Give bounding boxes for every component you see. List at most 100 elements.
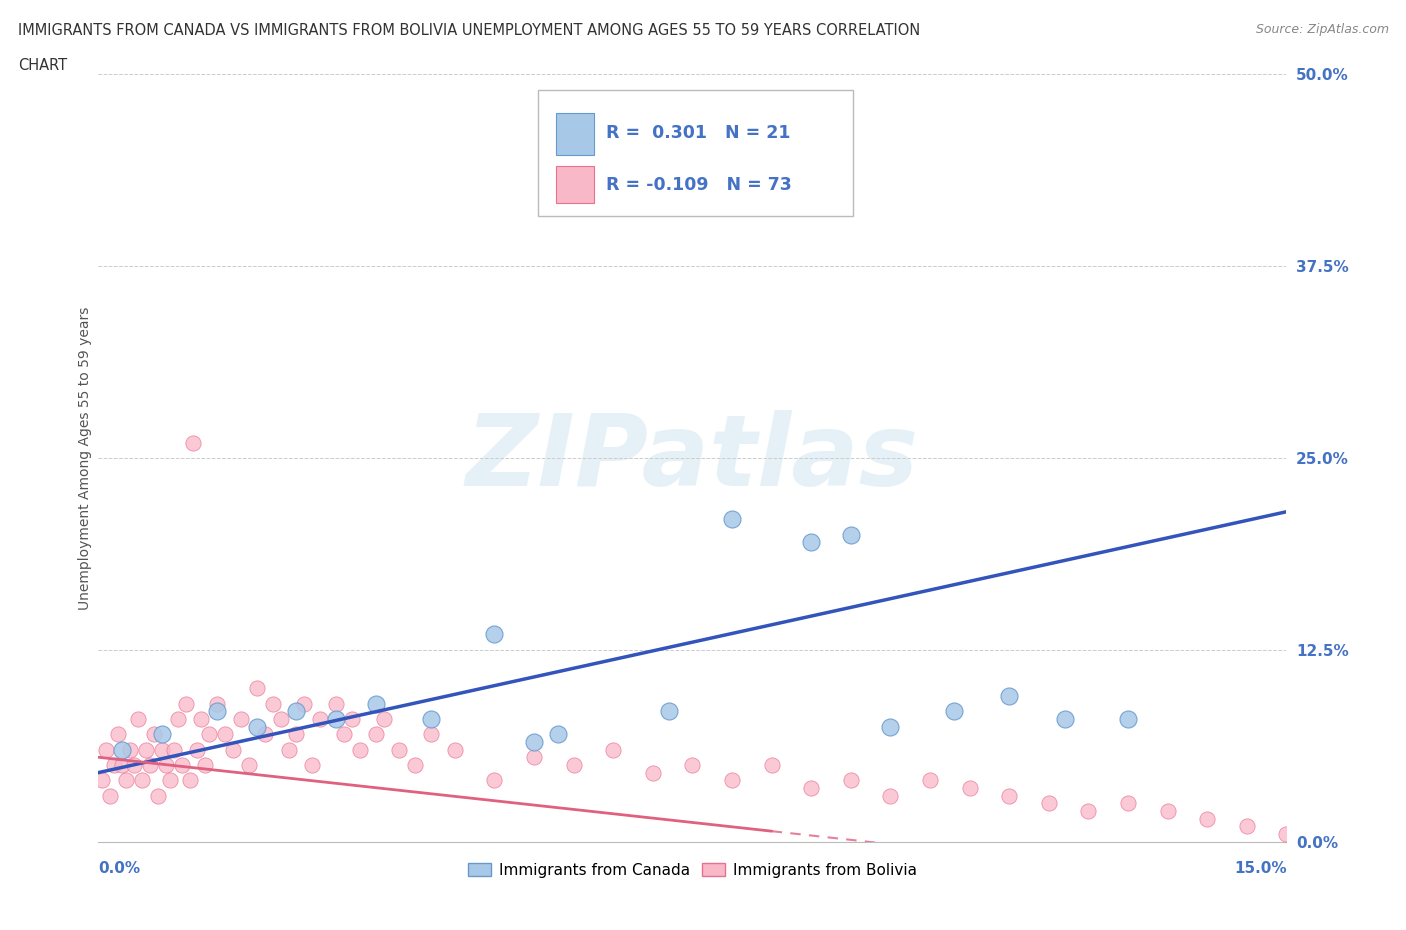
Point: [131, 773, 153, 788]
Point: [602, 190, 624, 205]
Text: R =  0.301   N = 21: R = 0.301 N = 21: [606, 125, 790, 142]
Point: [150, 742, 173, 757]
Point: [364, 727, 387, 742]
Point: [721, 512, 744, 526]
Point: [721, 773, 744, 788]
Point: [170, 757, 193, 772]
Point: [179, 773, 201, 788]
Point: [277, 742, 299, 757]
Point: [246, 719, 269, 734]
Point: [349, 742, 371, 757]
Point: [91, 773, 114, 788]
Point: [186, 742, 208, 757]
Point: [998, 688, 1021, 703]
Point: [146, 789, 169, 804]
Point: [107, 727, 129, 742]
Point: [214, 727, 236, 742]
Point: [1156, 804, 1178, 818]
Point: [103, 757, 125, 772]
Y-axis label: Unemployment Among Ages 55 to 59 years: Unemployment Among Ages 55 to 59 years: [77, 306, 91, 610]
Point: [111, 742, 134, 757]
Text: 0.0%: 0.0%: [98, 861, 141, 876]
Point: [800, 780, 823, 795]
Point: [96, 742, 118, 757]
Point: [98, 789, 121, 804]
Point: [301, 757, 323, 772]
Point: [800, 535, 823, 550]
Point: [325, 696, 347, 711]
Point: [120, 742, 142, 757]
Point: [155, 757, 177, 772]
Point: [207, 704, 229, 719]
Point: [761, 757, 783, 772]
Point: [523, 750, 546, 764]
Point: [163, 742, 186, 757]
Point: [1275, 827, 1298, 842]
Point: [839, 773, 862, 788]
Point: [1053, 711, 1076, 726]
Point: [246, 681, 269, 696]
Point: [879, 719, 901, 734]
Bar: [555, 166, 593, 204]
Point: [523, 735, 546, 750]
Point: [253, 727, 276, 742]
Point: [602, 742, 624, 757]
Point: [484, 627, 506, 642]
Point: [484, 773, 506, 788]
Point: [142, 727, 165, 742]
Point: [150, 727, 173, 742]
Point: [229, 711, 252, 726]
Text: Source: ZipAtlas.com: Source: ZipAtlas.com: [1256, 23, 1389, 36]
Text: CHART: CHART: [18, 58, 67, 73]
Point: [115, 773, 138, 788]
Point: [1236, 819, 1258, 834]
Point: [1077, 804, 1099, 818]
Point: [942, 704, 965, 719]
Point: [547, 727, 569, 742]
Point: [1197, 811, 1219, 826]
Point: [190, 711, 212, 726]
Point: [404, 757, 426, 772]
Point: [364, 696, 387, 711]
Point: [309, 711, 332, 726]
Bar: [555, 113, 593, 155]
Point: [1116, 711, 1139, 726]
Point: [959, 780, 981, 795]
Text: R = -0.109   N = 73: R = -0.109 N = 73: [606, 176, 792, 193]
Text: 15.0%: 15.0%: [1234, 861, 1286, 876]
Point: [166, 711, 188, 726]
Point: [292, 696, 315, 711]
Point: [270, 711, 292, 726]
Point: [641, 765, 664, 780]
Point: [388, 742, 411, 757]
Point: [420, 727, 443, 742]
Point: [238, 757, 260, 772]
Point: [207, 696, 229, 711]
Point: [1116, 796, 1139, 811]
Point: [920, 773, 942, 788]
Legend: Immigrants from Canada, Immigrants from Bolivia: Immigrants from Canada, Immigrants from …: [463, 857, 922, 884]
Point: [194, 757, 217, 772]
Point: [373, 711, 395, 726]
Point: [183, 435, 205, 450]
Point: [325, 711, 347, 726]
Point: [222, 742, 245, 757]
Point: [285, 727, 308, 742]
Point: [159, 773, 181, 788]
Point: [139, 757, 162, 772]
Point: [122, 757, 145, 772]
Point: [444, 742, 467, 757]
Point: [333, 727, 356, 742]
Point: [839, 527, 862, 542]
Point: [174, 696, 197, 711]
Point: [262, 696, 284, 711]
Text: ZIPatlas: ZIPatlas: [465, 409, 920, 507]
Point: [1038, 796, 1060, 811]
Point: [998, 789, 1021, 804]
Point: [135, 742, 157, 757]
Text: IMMIGRANTS FROM CANADA VS IMMIGRANTS FROM BOLIVIA UNEMPLOYMENT AMONG AGES 55 TO : IMMIGRANTS FROM CANADA VS IMMIGRANTS FRO…: [18, 23, 921, 38]
Point: [111, 757, 134, 772]
Point: [681, 757, 703, 772]
Point: [340, 711, 363, 726]
Point: [658, 704, 681, 719]
